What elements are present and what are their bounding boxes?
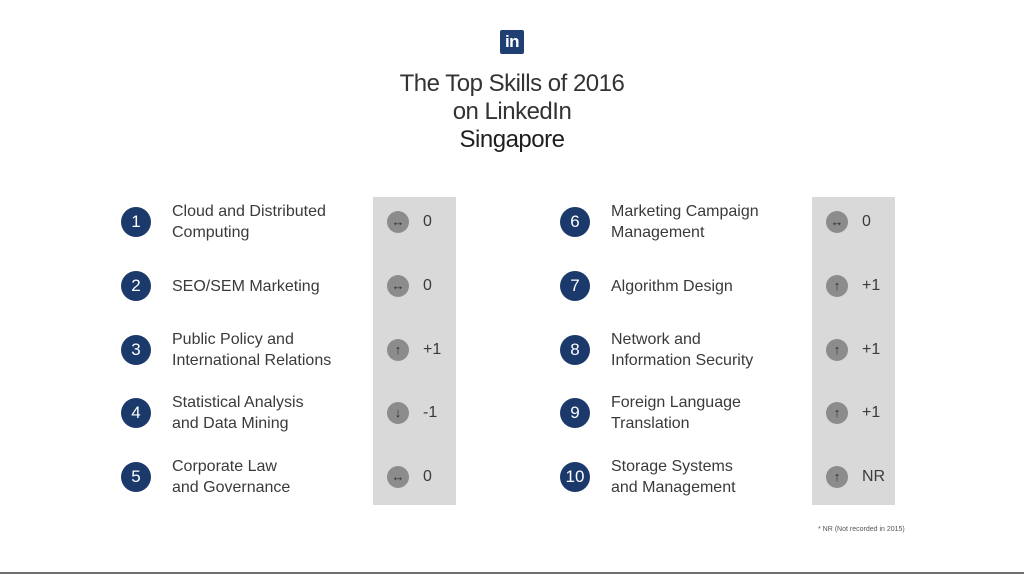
up-arrow-icon: ↑ bbox=[826, 339, 848, 361]
change-column-left bbox=[373, 197, 456, 505]
skill-name: Foreign Language Translation bbox=[611, 394, 741, 432]
skill-name: Corporate Law and Governance bbox=[172, 458, 291, 496]
rank-badge: 7 bbox=[560, 271, 590, 301]
rank-badge: 10 bbox=[560, 462, 590, 492]
rank-badge: 4 bbox=[121, 398, 151, 428]
rank-badge: 9 bbox=[560, 398, 590, 428]
rank-change-value: +1 bbox=[862, 277, 881, 294]
rank-badge: 5 bbox=[121, 462, 151, 492]
up-arrow-icon: ↑ bbox=[387, 339, 409, 361]
rank-badge: 6 bbox=[560, 207, 590, 237]
left-right-arrow-icon: ↔ bbox=[826, 211, 848, 233]
rank-change-value: +1 bbox=[862, 341, 881, 358]
skill-name: SEO/SEM Marketing bbox=[172, 277, 320, 295]
rank-change-value: +1 bbox=[862, 404, 881, 421]
bottom-divider bbox=[0, 572, 1024, 574]
left-right-arrow-icon: ↔ bbox=[387, 466, 409, 488]
rank-change-value: NR bbox=[862, 468, 886, 485]
rank-change-value: 0 bbox=[862, 213, 871, 230]
title-country: Singapore bbox=[459, 126, 565, 153]
rank-badge: 1 bbox=[121, 207, 151, 237]
rank-change-value: +1 bbox=[423, 341, 442, 358]
rank-change-value: 0 bbox=[423, 468, 432, 485]
down-arrow-icon: ↓ bbox=[387, 402, 409, 424]
skill-name: Cloud and Distributed Computing bbox=[172, 203, 326, 241]
rank-change-value: 0 bbox=[423, 213, 432, 230]
rank-badge: 2 bbox=[121, 271, 151, 301]
skill-name: Storage Systems and Management bbox=[611, 458, 736, 496]
skill-name: Public Policy and International Relation… bbox=[172, 331, 332, 369]
skill-name: Network and Information Security bbox=[611, 331, 754, 369]
skill-name: Algorithm Design bbox=[611, 277, 733, 295]
up-arrow-icon: ↑ bbox=[826, 275, 848, 297]
linkedin-logo-icon: in bbox=[500, 30, 524, 54]
up-arrow-icon: ↑ bbox=[826, 402, 848, 424]
rank-badge: 8 bbox=[560, 335, 590, 365]
left-right-arrow-icon: ↔ bbox=[387, 275, 409, 297]
skill-name: Marketing Campaign Management bbox=[611, 203, 759, 241]
skill-name: Statistical Analysis and Data Mining bbox=[172, 394, 304, 432]
rank-change-value: 0 bbox=[423, 277, 432, 294]
rank-badge: 3 bbox=[121, 335, 151, 365]
title-line-1: The Top Skills of 2016 bbox=[399, 70, 625, 97]
up-arrow-icon: ↑ bbox=[826, 466, 848, 488]
title-line-2: on LinkedIn bbox=[452, 98, 572, 125]
rank-change-value: -1 bbox=[423, 404, 438, 421]
left-right-arrow-icon: ↔ bbox=[387, 211, 409, 233]
change-column-right bbox=[812, 197, 895, 505]
footnote: * NR (Not recorded in 2015) bbox=[818, 526, 905, 533]
